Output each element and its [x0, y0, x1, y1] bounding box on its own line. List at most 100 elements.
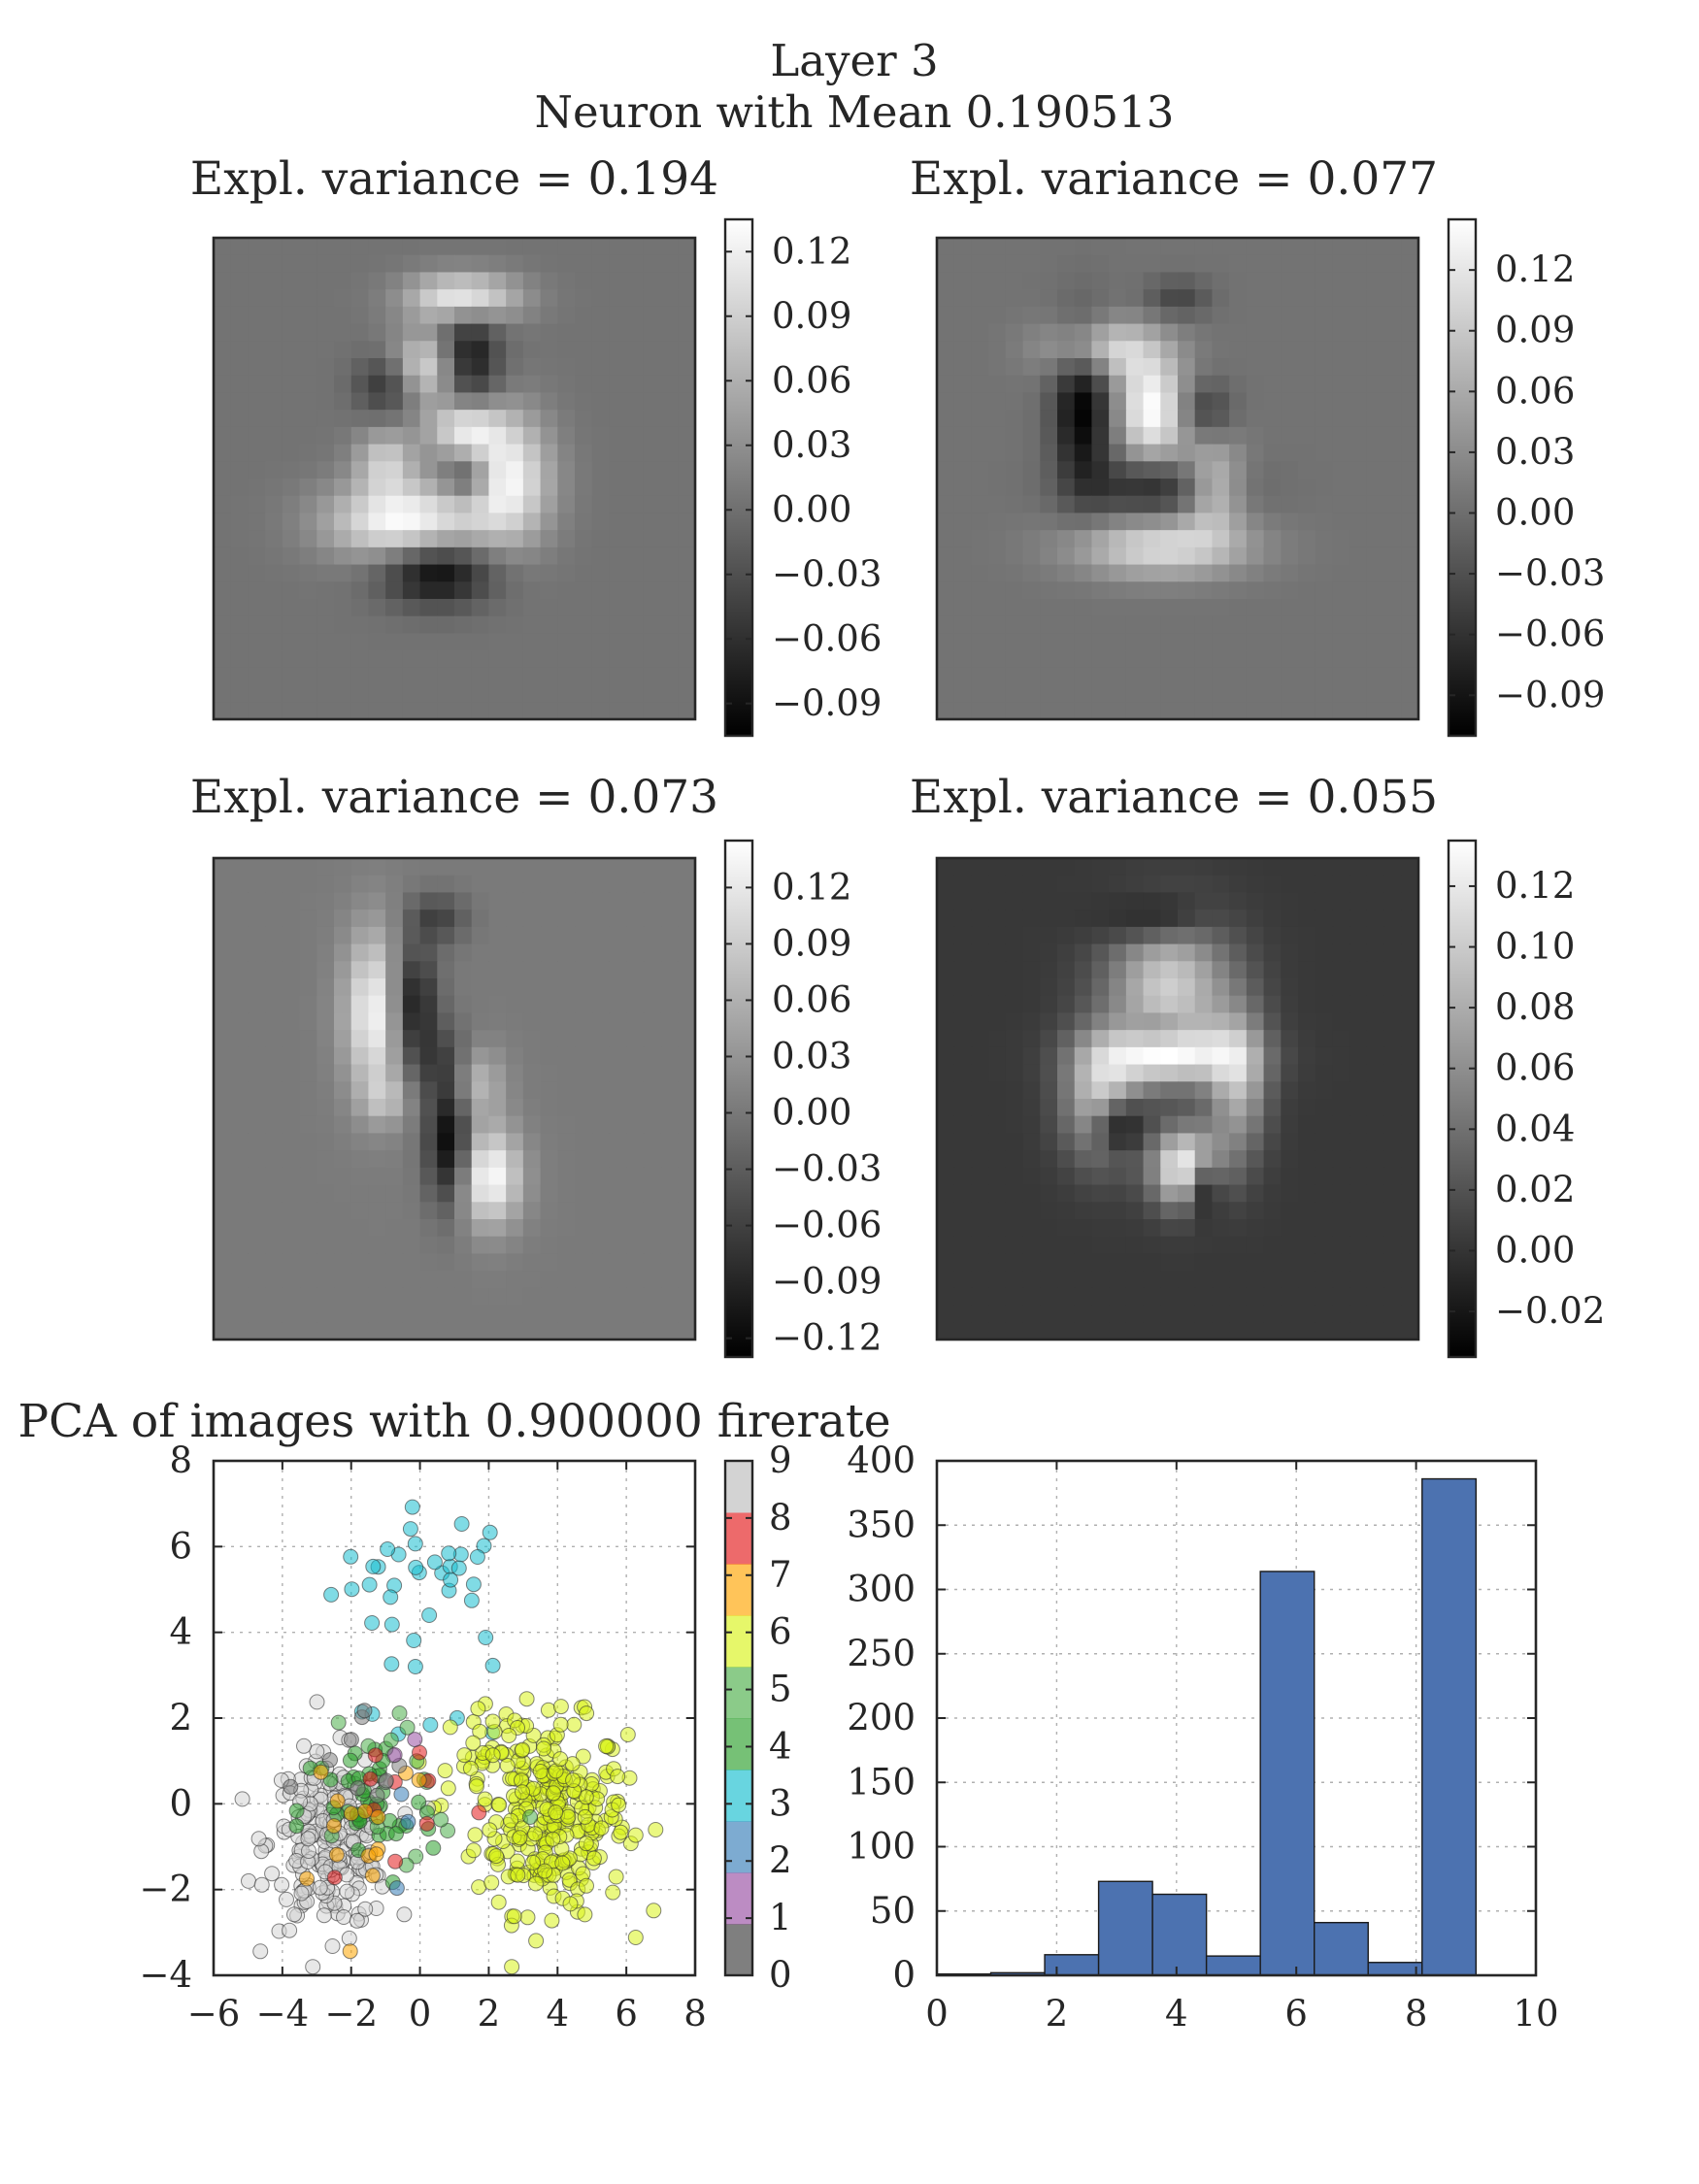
heatmap-pixel [937, 875, 955, 894]
heatmap-pixel [1091, 633, 1110, 651]
heatmap-pixel [488, 1202, 507, 1220]
heatmap-pixel [1315, 238, 1334, 256]
heatmap-pixel [471, 272, 490, 290]
heatmap-pixel [1091, 1271, 1110, 1289]
heatmap-pixel [1143, 1046, 1161, 1066]
heatmap-pixel [437, 926, 455, 945]
heatmap-pixel [1040, 323, 1058, 342]
heatmap-pixel [1263, 289, 1282, 308]
heatmap-pixel [1160, 1133, 1179, 1151]
heatmap-pixel [454, 375, 473, 394]
heatmap-pixel [230, 306, 250, 325]
heatmap-pixel [368, 272, 386, 290]
heatmap-pixel [1212, 1030, 1230, 1048]
heatmap-pixel [265, 272, 283, 290]
heatmap-pixel [265, 1184, 283, 1203]
heatmap-pixel [282, 1219, 301, 1238]
heatmap-pixel [488, 1167, 507, 1186]
heatmap-pixel [1281, 633, 1299, 651]
heatmap-pixel [282, 615, 301, 635]
heatmap-pixel [385, 961, 404, 979]
heatmap-pixel [540, 272, 558, 290]
heatmap-pixel [299, 1184, 317, 1203]
heatmap-pixel [557, 702, 576, 720]
heatmap-pixel [1125, 1133, 1145, 1151]
heatmap-pixel [522, 892, 542, 910]
heatmap-pixel [1263, 254, 1282, 274]
heatmap-pixel [1263, 1236, 1282, 1255]
heatmap-pixel [1057, 254, 1076, 274]
scatter-point [412, 1744, 427, 1761]
heatmap-pixel [1005, 633, 1024, 651]
heatmap-pixel [1160, 479, 1179, 497]
heatmap-pixel [1178, 444, 1196, 462]
heatmap-pixel [540, 254, 558, 274]
heatmap-pixel [1212, 238, 1230, 256]
heatmap-pixel [248, 410, 266, 428]
heatmap-pixel [1332, 254, 1350, 274]
heatmap-pixel [385, 410, 404, 428]
heatmap-pixel [282, 564, 301, 582]
heatmap-pixel [471, 1099, 490, 1117]
scatter-point [408, 1559, 424, 1575]
heatmap-pixel [1383, 1064, 1402, 1082]
heatmap-pixel [230, 1064, 250, 1082]
heatmap-pixel [953, 961, 973, 979]
heatmap-pixel [1315, 444, 1334, 462]
heatmap-pixel [1332, 1271, 1350, 1289]
heatmap-pixel [334, 926, 352, 945]
heatmap-pixel [1366, 1133, 1385, 1151]
heatmap-pixel [419, 238, 438, 256]
heatmap-pixel [1281, 289, 1299, 308]
heatmap-pixel [1194, 289, 1214, 308]
heatmap-pixel [1057, 910, 1076, 928]
heatmap-pixel [1109, 910, 1127, 928]
heatmap-pixel [248, 926, 266, 945]
heatmap-pixel [557, 943, 576, 962]
heatmap-pixel [1298, 1287, 1316, 1307]
heatmap-pixel [1178, 410, 1196, 428]
scatter-point [482, 1524, 498, 1540]
heatmap-pixel [488, 599, 507, 617]
heatmap-pixel [437, 306, 455, 325]
heatmap-pixel [522, 633, 542, 651]
heatmap-pixel [609, 410, 627, 428]
heatmap-pixel [1298, 289, 1316, 308]
scatter-point [383, 1589, 399, 1605]
heatmap-pixel [1074, 1236, 1093, 1255]
heatmap-pixel [506, 254, 524, 274]
heatmap-pixel [1160, 581, 1179, 600]
scatter-point [525, 1854, 541, 1870]
heatmap-pixel [540, 684, 558, 703]
heatmap-pixel [575, 495, 593, 514]
heatmap-pixel [540, 495, 558, 514]
heatmap-pixel [214, 254, 232, 274]
heatmap-pixel [282, 926, 301, 945]
heatmap-pixel [488, 1271, 507, 1289]
heatmap-pixel [402, 1012, 421, 1031]
heatmap-pixel [230, 961, 250, 979]
heatmap-pixel [678, 1046, 696, 1066]
heatmap-pixel [1263, 1115, 1282, 1135]
heatmap-pixel [1281, 1219, 1299, 1238]
heatmap-pixel [1263, 1271, 1282, 1289]
heatmap-pixel [643, 858, 662, 877]
heatmap-pixel [1298, 375, 1316, 394]
heatmap-pixel [1160, 564, 1179, 582]
heatmap-pixel [540, 943, 558, 962]
heatmap-pixel [1091, 702, 1110, 720]
heatmap-pixel [988, 667, 1007, 686]
heatmap-pixel [1057, 961, 1076, 979]
heatmap-pixel [282, 910, 301, 928]
heatmap-pixel [557, 995, 576, 1014]
heatmap-pixel [1212, 650, 1230, 669]
heatmap-pixel [1178, 615, 1196, 635]
heatmap-pixel [1383, 1184, 1402, 1203]
heatmap-pixel [522, 995, 542, 1014]
heatmap-pixel [591, 1305, 611, 1323]
heatmap-pixel [1178, 306, 1196, 325]
heatmap-pixel [643, 978, 662, 997]
heatmap-pixel [988, 513, 1007, 531]
heatmap-pixel [248, 341, 266, 359]
heatmap-pixel [937, 546, 955, 566]
